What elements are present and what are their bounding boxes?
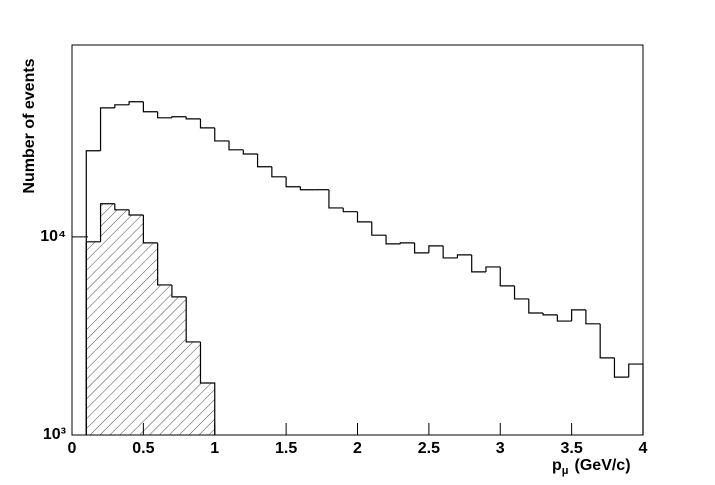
bin: [356, 211, 372, 223]
x-axis-label: pμ (GeV/c): [552, 457, 631, 477]
bin: [371, 221, 387, 236]
x-label-symbol: p: [552, 457, 562, 474]
bin: [242, 149, 258, 155]
bin: [128, 209, 144, 216]
bin: [628, 363, 644, 435]
bin-fill: [200, 383, 215, 435]
bin: [199, 341, 216, 435]
bin: [171, 116, 187, 118]
bin-fill: [143, 242, 158, 435]
bin-fill: [171, 296, 187, 435]
bin-fill: [114, 209, 130, 435]
bin: [571, 309, 586, 322]
bin: [185, 116, 201, 120]
bin: [556, 314, 572, 322]
x-tick-label: 3: [496, 440, 505, 457]
bin: [456, 254, 472, 258]
bin: [199, 118, 215, 129]
x-tick-label: 2.5: [418, 440, 440, 457]
bin: [99, 107, 115, 151]
bin: [256, 154, 272, 168]
bin: [513, 285, 529, 300]
bin: [157, 242, 172, 286]
bin: [114, 203, 130, 211]
bin: [599, 323, 615, 359]
bin: [442, 245, 458, 259]
bin-fill: [157, 284, 172, 435]
bin: [542, 312, 558, 316]
x-tick-label: 4: [639, 440, 648, 457]
bin: [342, 207, 358, 213]
bin: [185, 296, 201, 343]
bin-fill: [100, 203, 115, 435]
bin: [585, 309, 601, 325]
x-tick-label: 0.5: [132, 440, 154, 457]
y-tick-label: 10⁴: [40, 228, 66, 245]
bin: [399, 242, 415, 244]
bin: [414, 242, 429, 254]
bin: [114, 104, 130, 108]
bin: [228, 140, 244, 151]
x-tick-label: 2: [353, 440, 362, 457]
bin: [271, 166, 287, 178]
bin: [299, 186, 315, 191]
bin: [528, 298, 544, 314]
bin-fill: [129, 214, 144, 435]
bin: [171, 284, 187, 298]
x-label-unit: (GeV/c): [575, 457, 631, 474]
bin: [471, 254, 486, 273]
bin: [485, 266, 501, 272]
bin: [499, 266, 515, 287]
x-tick-label: 1: [210, 440, 219, 457]
bin: [385, 235, 401, 245]
x-tick-label: 0: [68, 440, 77, 457]
bin: [85, 241, 101, 435]
bin: [285, 176, 301, 188]
bin: [328, 189, 344, 209]
bin: [157, 111, 172, 119]
bin-fill: [186, 341, 201, 435]
bin: [613, 357, 629, 378]
bin: [142, 101, 158, 113]
y-tick-label: 10³: [43, 426, 66, 443]
bin: [128, 101, 144, 105]
x-label-subscript: μ: [562, 465, 569, 477]
bin: [428, 245, 444, 253]
bin-fill: [86, 241, 101, 435]
bin: [214, 127, 230, 142]
y-axis-label: Number of events: [21, 58, 38, 193]
x-tick-label: 1.5: [275, 440, 297, 457]
bin: [99, 203, 115, 242]
bin: [142, 214, 158, 244]
x-tick-label: 3.5: [561, 440, 583, 457]
